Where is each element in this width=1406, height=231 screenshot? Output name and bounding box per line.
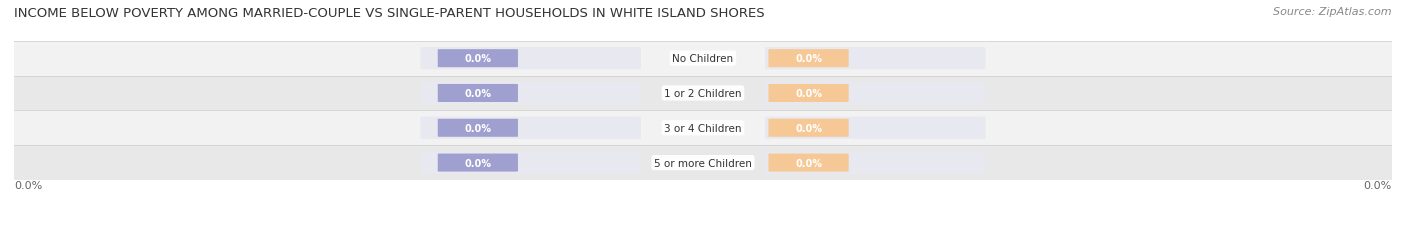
Bar <box>14 111 1392 146</box>
FancyBboxPatch shape <box>769 50 849 68</box>
FancyBboxPatch shape <box>437 85 517 103</box>
Text: 1 or 2 Children: 1 or 2 Children <box>664 88 742 99</box>
Text: 5 or more Children: 5 or more Children <box>654 158 752 168</box>
FancyBboxPatch shape <box>420 117 641 139</box>
Text: 0.0%: 0.0% <box>794 88 823 99</box>
Text: 0.0%: 0.0% <box>14 180 42 190</box>
FancyBboxPatch shape <box>420 152 641 174</box>
FancyBboxPatch shape <box>769 85 849 103</box>
FancyBboxPatch shape <box>437 50 517 68</box>
Text: 0.0%: 0.0% <box>794 54 823 64</box>
Bar <box>14 146 1392 180</box>
FancyBboxPatch shape <box>769 119 849 137</box>
Text: 0.0%: 0.0% <box>794 123 823 133</box>
FancyBboxPatch shape <box>765 152 986 174</box>
FancyBboxPatch shape <box>420 48 641 70</box>
FancyBboxPatch shape <box>765 82 986 105</box>
FancyBboxPatch shape <box>765 48 986 70</box>
Text: 0.0%: 0.0% <box>464 123 491 133</box>
FancyBboxPatch shape <box>437 154 517 172</box>
FancyBboxPatch shape <box>765 117 986 139</box>
FancyBboxPatch shape <box>437 119 517 137</box>
Text: 0.0%: 0.0% <box>464 158 491 168</box>
Text: INCOME BELOW POVERTY AMONG MARRIED-COUPLE VS SINGLE-PARENT HOUSEHOLDS IN WHITE I: INCOME BELOW POVERTY AMONG MARRIED-COUPL… <box>14 7 765 20</box>
Text: 0.0%: 0.0% <box>464 88 491 99</box>
Bar <box>14 42 1392 76</box>
Text: 0.0%: 0.0% <box>1364 180 1392 190</box>
Text: 0.0%: 0.0% <box>464 54 491 64</box>
Bar <box>14 76 1392 111</box>
FancyBboxPatch shape <box>420 82 641 105</box>
Text: No Children: No Children <box>672 54 734 64</box>
Text: 3 or 4 Children: 3 or 4 Children <box>664 123 742 133</box>
Text: Source: ZipAtlas.com: Source: ZipAtlas.com <box>1274 7 1392 17</box>
FancyBboxPatch shape <box>769 154 849 172</box>
Text: 0.0%: 0.0% <box>794 158 823 168</box>
